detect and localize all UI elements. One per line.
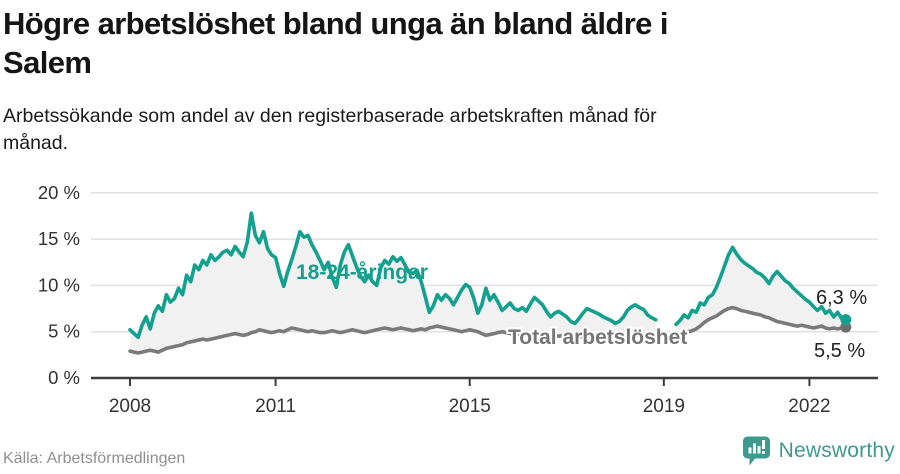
y-tick-label-20: 20 %: [38, 182, 80, 203]
page-title: Högre arbetslöshet bland unga än bland ä…: [3, 4, 893, 83]
logo-bar-1: [748, 447, 752, 454]
y-tick-label-5: 5 %: [48, 321, 80, 342]
brand-wordmark: Newsworthy: [778, 438, 895, 462]
x-tick-label-2015: 2015: [449, 396, 491, 417]
subtitle-line-2: månad.: [3, 131, 69, 154]
title-line-2: Salem: [3, 45, 92, 81]
logo-bar-3: [757, 446, 761, 454]
y-tick-label-0: 0 %: [48, 367, 80, 388]
y-tick-label-10: 10 %: [38, 274, 80, 295]
x-tick-label-2008: 2008: [109, 396, 151, 417]
newsworthy-brand[interactable]: Newsworthy: [741, 434, 895, 467]
difference-band-0: [130, 213, 656, 353]
logo-bar-2: [752, 443, 756, 454]
x-tick-label-2022: 2022: [788, 396, 830, 417]
end-dot-young: [840, 314, 852, 326]
subtitle-line-1: Arbetssökande som andel av den registerb…: [3, 105, 657, 127]
series-line-young-0: [128, 211, 658, 340]
x-tick-label-2011: 2011: [255, 396, 296, 417]
chart-subtitle: Arbetssökande som andel av den registerb…: [3, 103, 883, 157]
source-note: Källa: Arbetsförmedlingen: [3, 450, 186, 467]
end-value-young: 6,3 %: [816, 287, 867, 309]
logo-bubble: [742, 436, 770, 466]
series-line-total-1: [674, 305, 848, 336]
logo-exclaim-dot: [761, 451, 765, 454]
logo-exclaim-bar: [761, 440, 765, 449]
newsworthy-logo-icon: [742, 436, 770, 466]
end-value-total: 5,5 %: [814, 340, 865, 362]
series-label-young: 18-24-åringar: [296, 261, 428, 284]
x-tick-label-2019: 2019: [643, 396, 685, 417]
y-tick-label-15: 15 %: [38, 228, 80, 249]
difference-band-1: [676, 247, 846, 334]
series-line-total-0: [128, 324, 658, 355]
title-line-1: Högre arbetslöshet bland unga än bland ä…: [3, 6, 668, 41]
series-label-total: Total arbetslöshet: [508, 326, 687, 349]
series-line-young-1: [674, 245, 848, 327]
